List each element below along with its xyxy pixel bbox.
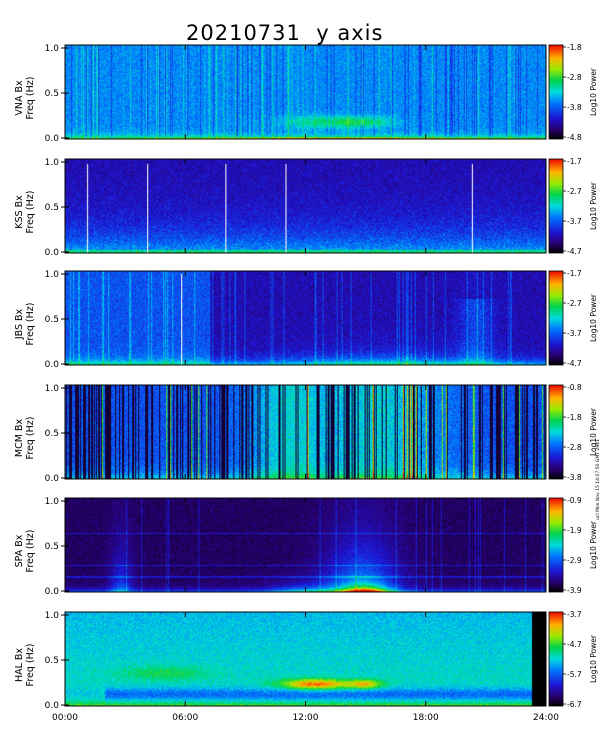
colorbar-frame: [548, 158, 564, 254]
spectrogram-image: [65, 271, 546, 365]
spectrogram-image: [65, 159, 546, 253]
colorbar-tick-label: -1.9: [567, 526, 582, 535]
y-tick-label: 0.5: [45, 89, 59, 99]
y-axis-freq-label: Freq (Hz): [25, 530, 36, 573]
y-tick-label: 0.0: [45, 360, 60, 370]
y-tick-label: 0.0: [45, 701, 60, 711]
y-tick-label: 0.0: [45, 248, 60, 258]
colorbar-frame: [548, 497, 564, 593]
y-axis-station-label: HAL Bx: [14, 648, 25, 682]
colorbar: [549, 159, 563, 253]
y-axis-station-label: SPA Bx: [14, 534, 25, 567]
panel-jbs: 0.0 0.5 1.0 JBS Bx Freq (Hz) -1.7 -2.7 -3.7 -4.7…: [14, 269, 598, 370]
y-tick-label: 0.5: [45, 429, 59, 439]
colorbar-label: Log10 Power: [589, 181, 598, 230]
colorbar-tick-label: -3.8: [567, 103, 582, 112]
side-note: ucl Mon Nov 15 14:07:50 GMT 2021: [595, 439, 601, 520]
y-axis-station-label: VNA Bx: [14, 80, 25, 116]
spectrogram-image: [65, 498, 546, 592]
y-tick-label: 0.0: [45, 134, 60, 144]
x-tick-label: 06:00: [172, 713, 198, 723]
colorbar-tick-label: -2.8: [567, 443, 582, 452]
colorbar-tick-label: -2.9: [567, 556, 582, 565]
colorbar-tick-label: -4.7: [567, 247, 582, 256]
colorbar-tick-label: -2.7: [567, 187, 582, 196]
y-tick-label: 1.0: [45, 497, 60, 507]
spectrogram-image: [65, 385, 546, 479]
y-axis-station-label: JBS Bx: [14, 308, 25, 340]
colorbar-label: Log10 Power: [589, 520, 598, 569]
colorbar-tick-label: -1.7: [567, 269, 582, 278]
colorbar-tick-label: -3.8: [567, 473, 582, 482]
y-axis-station-label: MCM Bx: [14, 419, 25, 458]
panel-spa: 0.0 0.5 1.0 SPA Bx Freq (Hz) -0.9 -1.9 -2.9 -3.9…: [14, 496, 598, 597]
colorbar-frame: [548, 270, 564, 366]
colorbar-tick-label: -1.7: [567, 157, 582, 166]
colorbar-tick-label: -2.7: [567, 299, 582, 308]
panel-hal: 0.0 0.5 1.0 HAL Bx Freq (Hz) -3.7 -4.7 -5.7 -6.7…: [14, 610, 598, 711]
y-tick-label: 1.0: [45, 611, 60, 621]
y-axis-freq-label: Freq (Hz): [25, 417, 36, 460]
colorbar-tick-label: -3.7: [567, 610, 582, 619]
colorbar-frame: [548, 611, 564, 707]
y-axis-freq-label: Freq (Hz): [25, 303, 36, 346]
panel-kss: 0.0 0.5 1.0 KSS Bx Freq (Hz) -1.7 -2.7 -3.7 -4.7…: [14, 157, 598, 258]
x-axis: 00:00 06:00 12:00 18:00 24:00: [52, 713, 559, 723]
colorbar: [549, 45, 563, 139]
x-tick-label: 18:00: [413, 713, 439, 723]
colorbar-tick-label: -4.7: [567, 359, 582, 368]
y-tick-label: 0.5: [45, 542, 59, 552]
y-tick-label: 0.5: [45, 203, 59, 213]
x-tick-label: 24:00: [533, 713, 559, 723]
colorbar-tick-label: -3.9: [567, 586, 582, 595]
colorbar-tick-label: -3.7: [567, 329, 582, 338]
colorbar: [549, 385, 563, 479]
colorbar-label: Log10 Power: [589, 293, 598, 342]
colorbar-tick-label: -0.8: [567, 383, 582, 392]
colorbar-tick-label: -2.8: [567, 73, 582, 82]
colorbar: [549, 271, 563, 365]
colorbar-tick-label: -0.9: [567, 496, 582, 505]
colorbar-label: Log10 Power: [589, 634, 598, 683]
x-tick-label: 12:00: [293, 713, 319, 723]
colorbar-frame: [548, 384, 564, 480]
y-axis-freq-label: Freq (Hz): [25, 191, 36, 234]
colorbar-tick-label: -4.8: [567, 133, 582, 142]
y-tick-label: 1.0: [45, 158, 60, 168]
colorbar-tick-label: -1.8: [567, 43, 582, 52]
x-tick-label: 00:00: [52, 713, 78, 723]
y-tick-label: 1.0: [45, 384, 60, 394]
colorbar: [549, 612, 563, 706]
y-tick-label: 0.5: [45, 315, 59, 325]
colorbar-tick-label: -4.7: [567, 640, 582, 649]
colorbar-frame: [548, 44, 564, 140]
colorbar-tick-label: -5.7: [567, 670, 582, 679]
colorbar-label: Log10 Power: [589, 67, 598, 116]
y-axis-station-label: KSS Bx: [14, 195, 25, 229]
figure-title: 20210731 y axis: [186, 21, 383, 45]
y-tick-label: 0.0: [45, 587, 60, 597]
colorbar-tick-label: -3.7: [567, 217, 582, 226]
panel-mcm: 0.0 0.5 1.0 MCM Bx Freq (Hz) -0.8 -1.8 -2.8 -3.8…: [14, 383, 598, 484]
y-tick-label: 1.0: [45, 44, 60, 54]
colorbar-label: Log10 Power: [589, 407, 598, 456]
y-tick-label: 0.5: [45, 656, 59, 666]
y-tick-label: 1.0: [45, 270, 60, 280]
panel-vna: 0.0 0.5 1.0 VNA Bx Freq (Hz) -1.8 -2.8 -3.8 -4.8…: [14, 43, 598, 144]
y-axis-freq-label: Freq (Hz): [25, 77, 36, 120]
colorbar-tick-label: -1.8: [567, 413, 582, 422]
spectrogram-image: [65, 45, 546, 139]
y-tick-label: 0.0: [45, 474, 60, 484]
spectrogram-image: [65, 612, 546, 706]
colorbar-tick-label: -6.7: [567, 700, 582, 709]
y-axis-freq-label: Freq (Hz): [25, 644, 36, 687]
colorbar: [549, 498, 563, 592]
